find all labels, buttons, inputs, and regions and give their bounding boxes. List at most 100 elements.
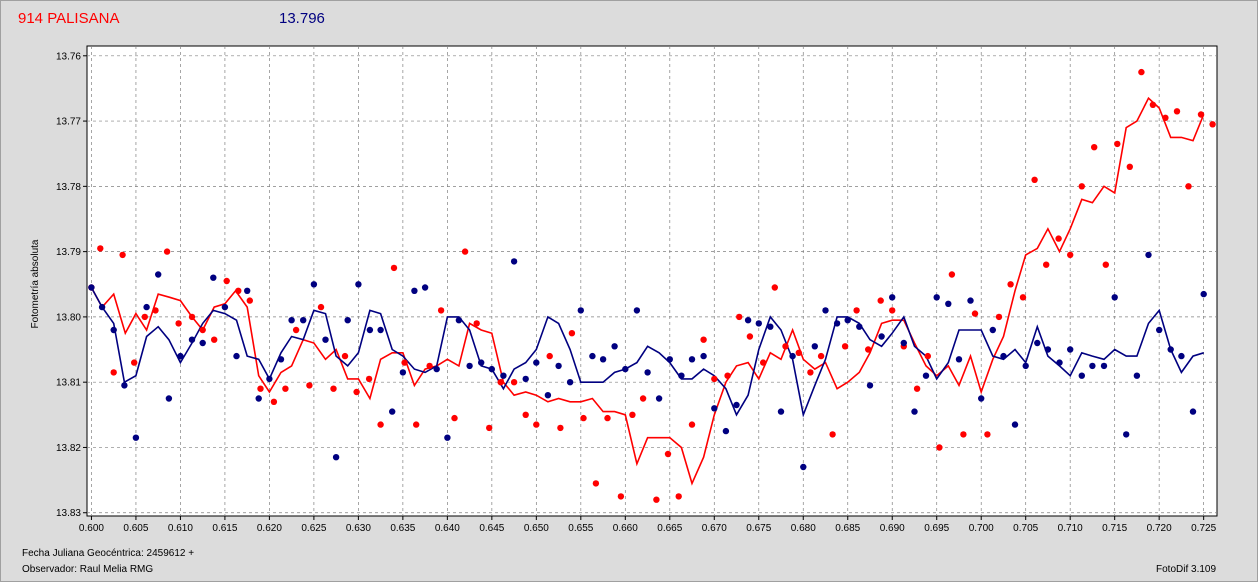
series-1-point xyxy=(865,346,872,353)
series-1-point xyxy=(960,431,967,438)
series-1-point xyxy=(163,248,171,255)
series-2-point xyxy=(377,326,384,334)
series-2-point xyxy=(288,317,295,324)
series-2-point xyxy=(1044,346,1052,353)
y-axis-label: Fotometría absoluta xyxy=(30,239,41,328)
series-2-point xyxy=(811,343,818,350)
y-tick-label: 13.76 xyxy=(56,51,81,62)
series-1-point xyxy=(1055,235,1062,242)
series-1-point xyxy=(497,379,504,386)
axes: 0.600 0.605 0.610 0.615 0.620 0.625 0.630 0.635… xyxy=(56,51,1217,534)
series-2-point xyxy=(88,284,95,291)
x-tick-label: 0.600 xyxy=(79,523,104,534)
series-1-point xyxy=(771,284,778,291)
x-tick-label: 0.700 xyxy=(969,523,994,534)
series-2-point xyxy=(611,343,618,350)
series-1-point xyxy=(246,297,253,304)
series-1-point xyxy=(223,277,230,285)
series-1-point xyxy=(1078,183,1086,190)
series-2-point xyxy=(833,320,841,327)
series-2-trend-line xyxy=(90,287,1204,418)
series-1-point xyxy=(795,349,802,356)
series-1-point xyxy=(841,343,849,350)
series-1-point xyxy=(592,480,600,487)
series-2-point xyxy=(98,303,106,311)
series-1-point xyxy=(188,313,196,321)
x-tick-label: 0.610 xyxy=(168,523,193,534)
series-1-point xyxy=(353,388,360,396)
x-tick-label: 0.660 xyxy=(613,523,638,534)
series-1-point xyxy=(984,431,991,438)
series-2-point xyxy=(622,365,629,373)
series-1-point xyxy=(807,369,814,376)
series-2-point xyxy=(1156,326,1163,334)
x-tick-label: 0.635 xyxy=(390,523,415,534)
x-tick-label: 0.725 xyxy=(1191,523,1216,534)
series-2-point xyxy=(300,317,307,324)
x-tick-label: 0.615 xyxy=(212,523,237,534)
series-1-point xyxy=(1162,114,1169,122)
series-1-point xyxy=(736,313,743,321)
series-1-point xyxy=(617,493,625,500)
series-2-point xyxy=(421,284,429,291)
series-1-point xyxy=(141,313,148,321)
series-1-point xyxy=(936,444,943,451)
series-1-point xyxy=(1114,140,1121,148)
series-1-point xyxy=(413,421,420,428)
series-2-point xyxy=(822,307,829,314)
series-2-point xyxy=(655,395,663,402)
series-2-point xyxy=(978,395,985,402)
series-2-point xyxy=(800,463,807,471)
series-2-point xyxy=(1200,290,1207,298)
series-1-point xyxy=(568,330,576,337)
series-1-point xyxy=(473,320,480,327)
series-1-point xyxy=(533,421,540,428)
series-2-point xyxy=(933,294,940,301)
x-tick-label: 0.640 xyxy=(435,523,460,534)
series-2-point xyxy=(1034,339,1041,347)
mean-value: 13.796 xyxy=(279,10,325,27)
series-1-point xyxy=(639,395,647,402)
series-1-point xyxy=(1185,183,1192,190)
series-2-point xyxy=(389,408,396,415)
x-tick-label: 0.670 xyxy=(702,523,727,534)
series-2-point xyxy=(789,352,796,360)
series-2-point xyxy=(633,307,641,314)
series-2-point xyxy=(366,326,374,334)
x-tick-label: 0.705 xyxy=(1013,523,1038,534)
series-1-point xyxy=(486,424,493,432)
julian-date-label: Fecha Juliana Geocéntrica: 2459612 + xyxy=(22,548,195,559)
series-1-point xyxy=(711,375,718,383)
series-1-point xyxy=(675,493,682,500)
series-2-point xyxy=(165,395,173,402)
series-1-point xyxy=(1031,176,1038,183)
series-2-point xyxy=(466,362,473,370)
x-tick-label: 0.690 xyxy=(880,523,905,534)
series-1-point xyxy=(1067,251,1074,259)
series-2-point xyxy=(755,320,762,327)
series-2-point xyxy=(221,303,229,311)
series-2-point xyxy=(488,365,495,373)
series-1-point xyxy=(341,352,349,360)
series-1-point xyxy=(604,414,611,422)
series-1-point xyxy=(1149,101,1157,109)
series-2-point xyxy=(1167,346,1174,353)
series-2-point xyxy=(589,352,596,360)
series-2-point xyxy=(577,307,584,314)
x-tick-label: 0.650 xyxy=(524,523,549,534)
series-1-point xyxy=(426,362,433,370)
series-2-point xyxy=(478,359,485,366)
series-1-point xyxy=(995,313,1003,321)
series-2-point xyxy=(1189,408,1197,415)
series-1-point xyxy=(1102,261,1110,268)
series-2-point xyxy=(856,323,863,330)
series-1-point xyxy=(365,375,373,383)
data-points xyxy=(88,68,1216,503)
series-1-point xyxy=(546,352,553,360)
series-2-point xyxy=(121,382,128,389)
x-tick-label: 0.625 xyxy=(301,523,326,534)
series-2-point xyxy=(132,434,140,441)
series-2-point xyxy=(411,287,418,294)
series-1-point xyxy=(782,343,789,350)
